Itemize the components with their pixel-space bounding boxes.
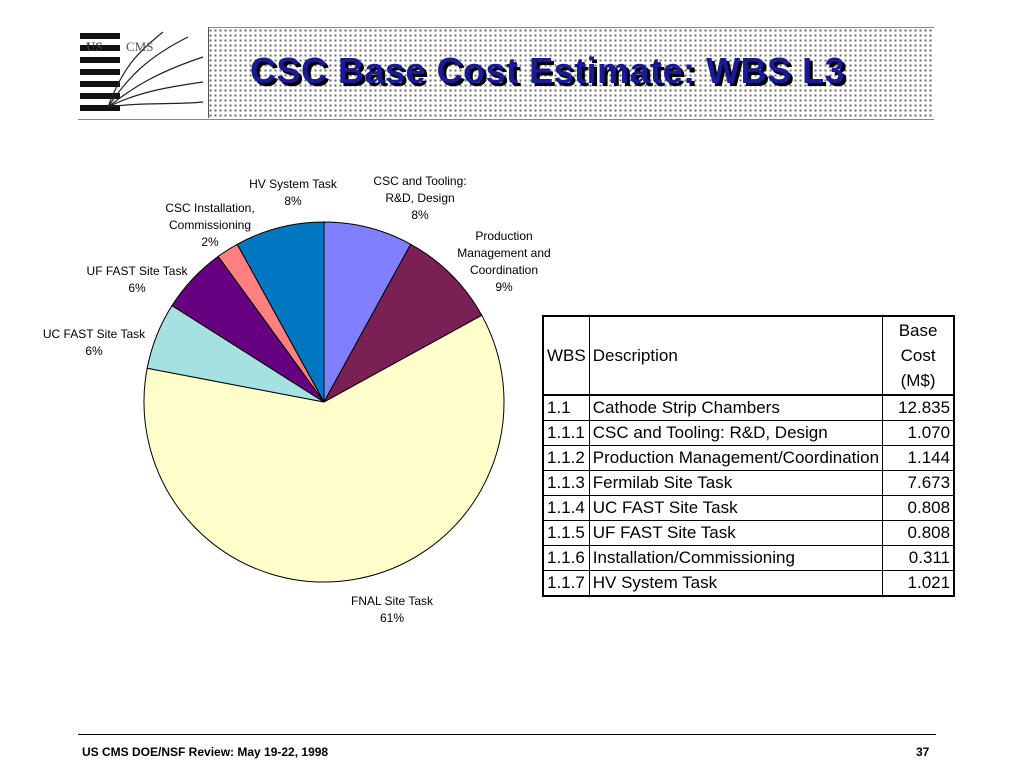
slice-label-line: CSC Installation, <box>165 201 254 215</box>
slice-label: CSC and Tooling: R&D, Design 8% <box>373 174 466 222</box>
slice-label-line: HV System Task <box>249 177 338 191</box>
description-cell: UC FAST Site Task <box>588 495 884 521</box>
pie-slice <box>323 221 412 403</box>
slice-label-line: CSC and Tooling: <box>373 174 466 188</box>
slice-label: UF FAST Site Task 6% <box>87 264 189 295</box>
slice-percent: 6% <box>85 344 103 358</box>
description-cell: CSC and Tooling: R&D, Design <box>588 420 884 446</box>
cost-cell: 12.835 <box>882 394 955 421</box>
slice-percent: 6% <box>128 281 146 295</box>
wbs-cell: 1.1.4 <box>542 495 590 521</box>
header-cost-line-3: (M$) <box>900 371 936 390</box>
table-row: 1.1.1 CSC and Tooling: R&D, Design 1.070 <box>542 420 955 446</box>
wbs-cell: 1.1.2 <box>542 445 590 471</box>
header-wbs: WBS <box>542 315 590 396</box>
slice-percent: 8% <box>411 208 429 222</box>
table-row: 1.1.4 UC FAST Site Task 0.808 <box>542 495 955 521</box>
page-number: 37 <box>916 745 930 759</box>
slice-label-line: Coordination <box>470 263 538 277</box>
slice-label: CSC Installation, Commissioning 2% <box>165 201 254 249</box>
footer-divider <box>78 734 936 735</box>
svg-text:US: US <box>86 39 103 54</box>
header-cost-line-2: Cost <box>900 346 936 365</box>
wbs-cell: 1.1.6 <box>542 545 590 571</box>
cost-cell: 1.070 <box>882 420 955 446</box>
table-header-row: WBS Description Base Cost (M$) <box>542 315 955 396</box>
slice-percent: 8% <box>284 194 302 208</box>
slice-label-line: FNAL Site Task <box>351 594 434 608</box>
slice-percent: 9% <box>495 280 513 294</box>
slice-label-line: Management and <box>457 246 550 260</box>
slice-label: HV System Task 8% <box>249 177 338 208</box>
description-cell: Fermilab Site Task <box>588 470 884 496</box>
pie-chart: CSC and Tooling: R&D, Design 8% Production M… <box>43 174 551 625</box>
pie-slice <box>322 243 483 404</box>
cost-cell: 1.021 <box>882 570 955 597</box>
svg-text:CMS: CMS <box>126 39 153 54</box>
pie-slice <box>143 314 505 583</box>
slide-title: CSC Base Cost Estimate: WBS L3 <box>250 50 846 91</box>
slice-label: FNAL Site Task 61% <box>351 594 434 625</box>
slice-label-line: R&D, Design <box>385 191 454 205</box>
table-row: 1.1.7 HV System Task 1.021 <box>542 570 955 597</box>
wbs-cell: 1.1.1 <box>542 420 590 446</box>
slice-percent: 2% <box>201 235 219 249</box>
description-cell: Cathode Strip Chambers <box>588 394 884 421</box>
cost-cell: 1.144 <box>882 445 955 471</box>
slice-label-line: Production <box>475 229 532 243</box>
description-cell: Production Management/Coordination <box>588 445 884 471</box>
wbs-cell: 1.1.3 <box>542 470 590 496</box>
wbs-cell: 1.1.5 <box>542 520 590 546</box>
table-row: 1.1.2 Production Management/Coordination 1… <box>542 445 955 471</box>
wbs-cell: 1.1 <box>542 394 590 421</box>
table-row: 1.1.6 Installation/Commissioning 0.311 <box>542 545 955 571</box>
cms-logo: US CMS <box>78 27 209 118</box>
description-cell: HV System Task <box>588 570 884 597</box>
cost-cell: 0.311 <box>882 545 955 571</box>
title-banner <box>78 27 934 120</box>
cost-cell: 0.808 <box>882 495 955 521</box>
header-base-cost: Base Cost (M$) <box>882 315 955 396</box>
pie-slice <box>236 221 325 403</box>
header-description: Description <box>588 315 884 396</box>
description-cell: UF FAST Site Task <box>588 520 884 546</box>
header-cost-line-1: Base <box>898 321 938 340</box>
description-cell: Installation/Commissioning <box>588 545 884 571</box>
cost-cell: 7.673 <box>882 470 955 496</box>
slice-label-line: UF FAST Site Task <box>87 264 189 278</box>
wbs-cell: 1.1.7 <box>542 570 590 597</box>
slice-percent: 61% <box>380 611 404 625</box>
wbs-cost-table: WBS Description Base Cost (M$) 1.1 Cathod… <box>542 315 956 597</box>
slice-label: Production Management and Coordination 9% <box>457 229 550 294</box>
slice-label: UC FAST Site Task 6% <box>43 327 146 358</box>
slice-label-line: UC FAST Site Task <box>43 327 146 341</box>
footer-text: US CMS DOE/NSF Review: May 19-22, 1998 <box>82 745 329 759</box>
table-row: 1.1.3 Fermilab Site Task 7.673 <box>542 470 955 496</box>
table-row: 1.1.5 UF FAST Site Task 0.808 <box>542 520 955 546</box>
slice-label-line: Commissioning <box>169 218 251 232</box>
cost-cell: 0.808 <box>882 520 955 546</box>
table-row: 1.1 Cathode Strip Chambers 12.835 <box>542 394 955 421</box>
